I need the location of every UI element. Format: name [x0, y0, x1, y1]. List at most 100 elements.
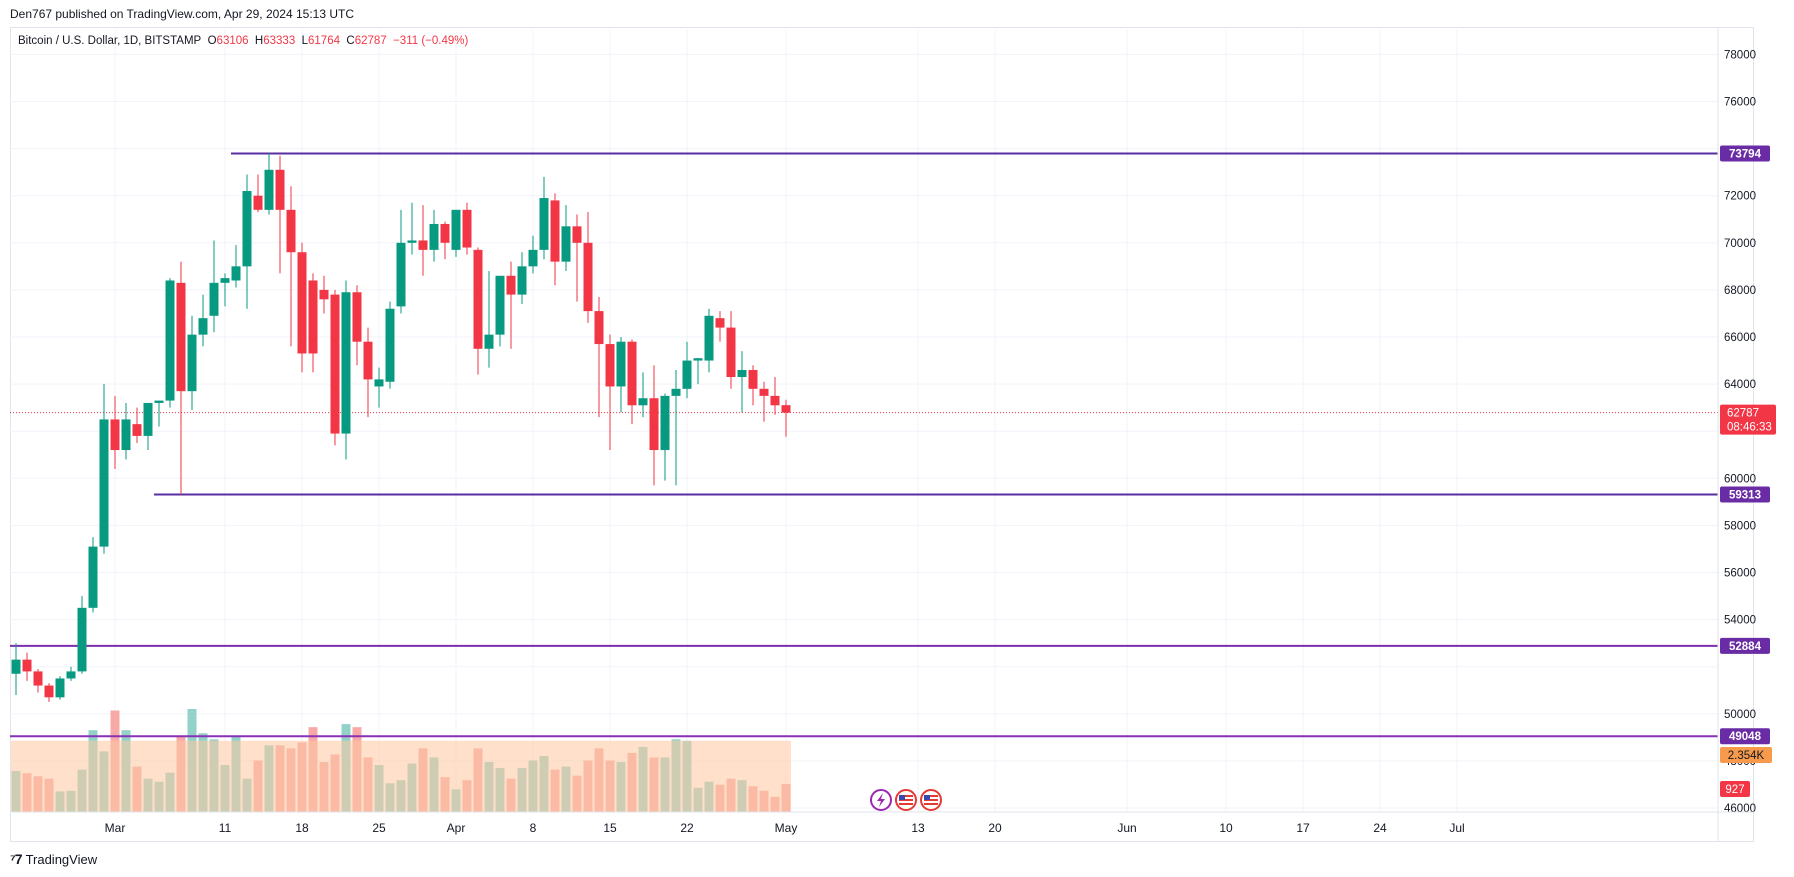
level-price-label-bg: [1720, 145, 1770, 162]
current-volume-label: 927: [1725, 784, 1744, 796]
high-label: H: [254, 35, 264, 47]
candle-body: [33, 671, 43, 686]
close-value: 62787: [354, 35, 387, 47]
candle-body: [649, 398, 659, 451]
bolt-shape: [877, 793, 885, 807]
y-tick-label: 70000: [1724, 238, 1756, 250]
volume-bars: [11, 708, 791, 812]
candle-body: [242, 190, 252, 267]
candle-body: [176, 282, 186, 392]
candle-body: [286, 209, 296, 253]
current-volume-bg: [1720, 781, 1750, 797]
candle-body: [165, 280, 175, 401]
y-tick-label: 78000: [1724, 49, 1756, 61]
candle-body: [55, 678, 65, 698]
candle-body: [660, 395, 670, 451]
open-value: 63106: [216, 35, 249, 47]
symbol-title[interactable]: Bitcoin / U.S. Dollar, 1D, BITSTAMP: [18, 35, 202, 47]
close-label: C: [346, 35, 355, 47]
y-tick-label: 50000: [1724, 709, 1756, 721]
lightning-event-icon[interactable]: [870, 789, 892, 811]
candle-body: [693, 358, 703, 361]
candle-body: [11, 659, 21, 674]
y-tick-label: 46000: [1724, 803, 1756, 815]
candle-body: [187, 334, 197, 392]
candle-body: [440, 223, 450, 243]
candle-body: [88, 546, 98, 608]
y-tick-label: 64000: [1724, 379, 1756, 391]
candle-body: [275, 169, 285, 210]
candle-body: [132, 424, 142, 436]
candle-body: [330, 294, 340, 434]
candle-body: [473, 249, 483, 349]
candle-body: [121, 419, 131, 451]
candle-body: [308, 280, 318, 354]
y-tick-label: 66000: [1724, 332, 1756, 344]
y-tick-label: 56000: [1724, 568, 1756, 580]
candle-body: [451, 209, 461, 250]
candle-body: [594, 311, 604, 345]
candle-body: [506, 275, 516, 295]
x-tick-label: Jul: [1449, 821, 1464, 835]
flag-stripe: [924, 799, 938, 801]
candle-body: [110, 419, 120, 451]
candle-body: [66, 671, 76, 679]
candle-body: [264, 169, 274, 210]
flag-canton: [924, 795, 930, 800]
candle-body: [781, 405, 791, 413]
x-tick-label: 24: [1373, 821, 1387, 835]
x-tick-label: May: [775, 821, 798, 835]
candle-body: [704, 315, 714, 361]
candle-body: [209, 282, 219, 316]
chart-legend: Bitcoin / U.S. Dollar, 1D, BITSTAMP O631…: [18, 35, 468, 47]
candle-body: [605, 344, 615, 387]
candle-body: [583, 242, 593, 312]
x-tick-label: 22: [680, 821, 694, 835]
candle-body: [627, 341, 637, 406]
volume-ma-bg: [1720, 747, 1772, 763]
candle-body: [770, 395, 780, 406]
level-price-label-bg: [1720, 637, 1770, 654]
candle-body: [363, 341, 373, 380]
candle-body: [726, 327, 736, 378]
flag-stripe: [924, 803, 938, 805]
candle-body: [198, 318, 208, 335]
candle-body: [22, 659, 32, 672]
y-tick-label: 58000: [1724, 520, 1756, 532]
flag-stripe: [899, 803, 913, 805]
candle-body: [154, 400, 164, 403]
candle-body: [682, 360, 692, 389]
current-price-bg: [1720, 404, 1776, 435]
candle-body: [77, 607, 87, 672]
candle-body: [759, 388, 769, 396]
volume-ma-area: [11, 740, 791, 812]
candle-body: [748, 369, 758, 389]
us-flag-event-icon[interactable]: [920, 789, 942, 811]
grid: [10, 30, 1718, 812]
x-tick-label: 18: [295, 821, 309, 835]
us-flag-event-icon[interactable]: [895, 789, 917, 811]
candle-body: [528, 249, 538, 267]
candle-body: [715, 318, 725, 328]
open-label: O: [207, 35, 217, 47]
candle-body: [550, 200, 560, 262]
candle-body: [572, 226, 582, 243]
level-price-label: 52884: [1729, 641, 1762, 653]
x-tick-label: 13: [911, 821, 925, 835]
candle-body: [143, 402, 153, 436]
x-tick-label: 11: [219, 821, 232, 835]
y-tick-label: 68000: [1724, 285, 1756, 297]
brand-label: TradingView: [25, 851, 98, 867]
level-price-label-bg: [1720, 486, 1770, 503]
candle-body: [319, 289, 329, 300]
x-tick-label: 17: [1296, 821, 1310, 835]
level-price-label-bg: [1720, 728, 1770, 745]
flag-canton: [899, 795, 905, 800]
flag-stripe: [899, 795, 913, 797]
tradingview-logo-icon: ⁷7: [10, 851, 23, 867]
axes: 4600048000500005400056000580006000064000…: [10, 28, 1756, 842]
tradingview-brand[interactable]: ⁷7 TradingView: [10, 851, 97, 867]
x-tick-label: 25: [372, 821, 386, 835]
y-tick-label: 76000: [1724, 97, 1756, 109]
